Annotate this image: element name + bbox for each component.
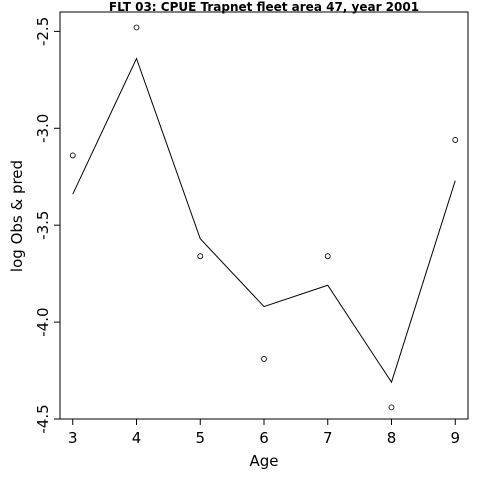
y-tick-label: -4.5 xyxy=(34,404,52,433)
observed-point xyxy=(452,137,459,143)
observed-point xyxy=(197,253,204,260)
x-axis: 3 4 5 6 7 8 9 xyxy=(68,419,460,447)
x-tick-label: 7 xyxy=(323,429,333,447)
observed-point xyxy=(261,356,267,362)
x-tick-label: 6 xyxy=(259,429,269,447)
x-tick-label: 8 xyxy=(387,429,397,447)
observed-point xyxy=(324,253,331,260)
x-axis-label: Age xyxy=(249,452,278,470)
y-tick-label: -3.0 xyxy=(34,114,52,143)
y-axis-label: log Obs & pred xyxy=(8,160,26,272)
y-tick-label: -3.5 xyxy=(34,211,52,240)
y-tick-label: -2.5 xyxy=(34,17,52,46)
x-tick-label: 4 xyxy=(132,429,142,447)
predicted-line xyxy=(72,57,456,384)
chart-title: FLT 03: CPUE Trapnet fleet area 47, year… xyxy=(109,0,419,14)
y-tick-label: -4.0 xyxy=(34,307,52,336)
observed-point xyxy=(133,24,140,31)
observed-point xyxy=(69,152,76,159)
plot-frame xyxy=(59,11,469,420)
x-tick-label: 5 xyxy=(195,429,205,447)
x-tick-label: 3 xyxy=(68,429,78,447)
observed-point xyxy=(388,404,395,411)
x-tick-label: 9 xyxy=(450,429,460,447)
series-layer xyxy=(69,24,459,411)
y-axis: -2.5 -3.0 -3.5 -4.0 -4.5 xyxy=(34,17,60,434)
